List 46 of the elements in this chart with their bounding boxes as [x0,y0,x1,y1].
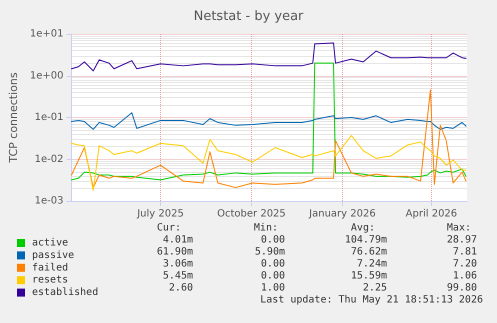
y-axis-title: TCP connections [7,72,20,164]
text: 1.00 [260,282,285,294]
text: 28.97 [446,234,477,246]
y-tick-label: 1e-03 [34,196,64,206]
text: 61.90m [156,246,193,258]
text: 5.90m [254,246,285,258]
text: 2.60 [168,282,193,294]
x-tick-label: January 2026 [308,208,376,220]
line-series [71,89,467,188]
text: Min: [254,222,278,234]
text: 0.00 [260,258,285,270]
text: 104.79m [344,234,387,246]
text: 76.62m [350,246,387,258]
text: 99.80 [446,282,477,294]
text: Last update: Thu May 21 18:51:13 2026 [260,294,483,306]
text: 3.06m [162,258,193,270]
y-tick-label: 1e+01 [30,28,64,40]
text: Max: [446,222,471,234]
x-tick-label: April 2026 [406,208,458,220]
line-series [71,112,467,130]
text: 0.00 [260,234,285,246]
legend-label: resets [32,274,68,286]
text: 2.25 [362,282,387,294]
legend-label: passive [32,250,74,261]
text: 4.01m [162,234,193,246]
line-series [71,62,467,180]
legend-label: established [32,287,98,298]
text: 5.45m [162,270,193,282]
text: 1.06 [452,270,477,282]
y-tick-label: 1e-02 [34,154,64,165]
y-tick-label: 1e+00 [30,70,64,82]
text: Avg: [350,222,375,234]
line-series [71,135,467,191]
text: 7.24m [356,258,387,270]
text: 7.81 [452,246,477,258]
text: 0.00 [260,270,285,282]
x-tick-label: October 2025 [217,208,286,220]
text: 7.20 [452,258,477,270]
line-series [71,42,467,72]
text: 15.59m [350,270,387,282]
text: Cur: [156,222,181,234]
legend-label: failed [32,262,68,274]
legend-label: active [32,238,68,248]
x-tick-label: July 2025 [136,208,184,220]
y-tick-label: 1e-01 [34,112,64,123]
chart-title: Netstat - by year [194,9,304,24]
